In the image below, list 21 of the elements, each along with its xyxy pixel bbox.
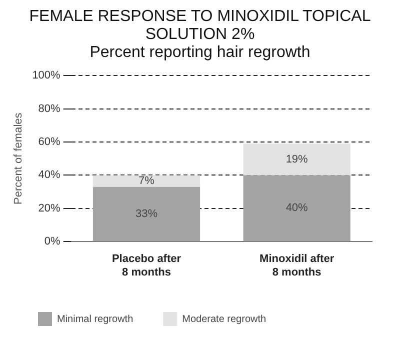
y-tick-label: 60%: [38, 136, 61, 148]
x-tick-label: Minoxidil after 8 months: [260, 253, 335, 278]
y-tick-label: 100%: [32, 70, 61, 82]
data-label: 33%: [135, 208, 158, 220]
bar: [92, 186, 200, 242]
data-label: 19%: [286, 153, 308, 166]
legend-label: Moderate regrowth: [182, 314, 266, 325]
bar: [92, 175, 200, 187]
legend-label: Minimal regrowth: [57, 314, 134, 325]
y-axis-title: Percent of females: [12, 112, 25, 204]
data-label: 7%: [138, 175, 155, 188]
bar: [243, 144, 350, 176]
y-tick-label: 40%: [38, 169, 61, 182]
data-label: 40%: [286, 202, 308, 214]
y-tick-label: 20%: [38, 202, 61, 214]
y-tick-label: 80%: [38, 102, 61, 115]
bar: [243, 175, 350, 242]
y-tick-label: 0%: [44, 236, 61, 248]
chart-subtitle: Percent reporting hair regrowth: [88, 44, 312, 62]
chart-title: FEMALE RESPONSE TO MINOXIDIL TOPICAL SOLUTION 2%: [28, 8, 372, 44]
x-tick-label: Placebo after 8 months: [112, 253, 182, 278]
